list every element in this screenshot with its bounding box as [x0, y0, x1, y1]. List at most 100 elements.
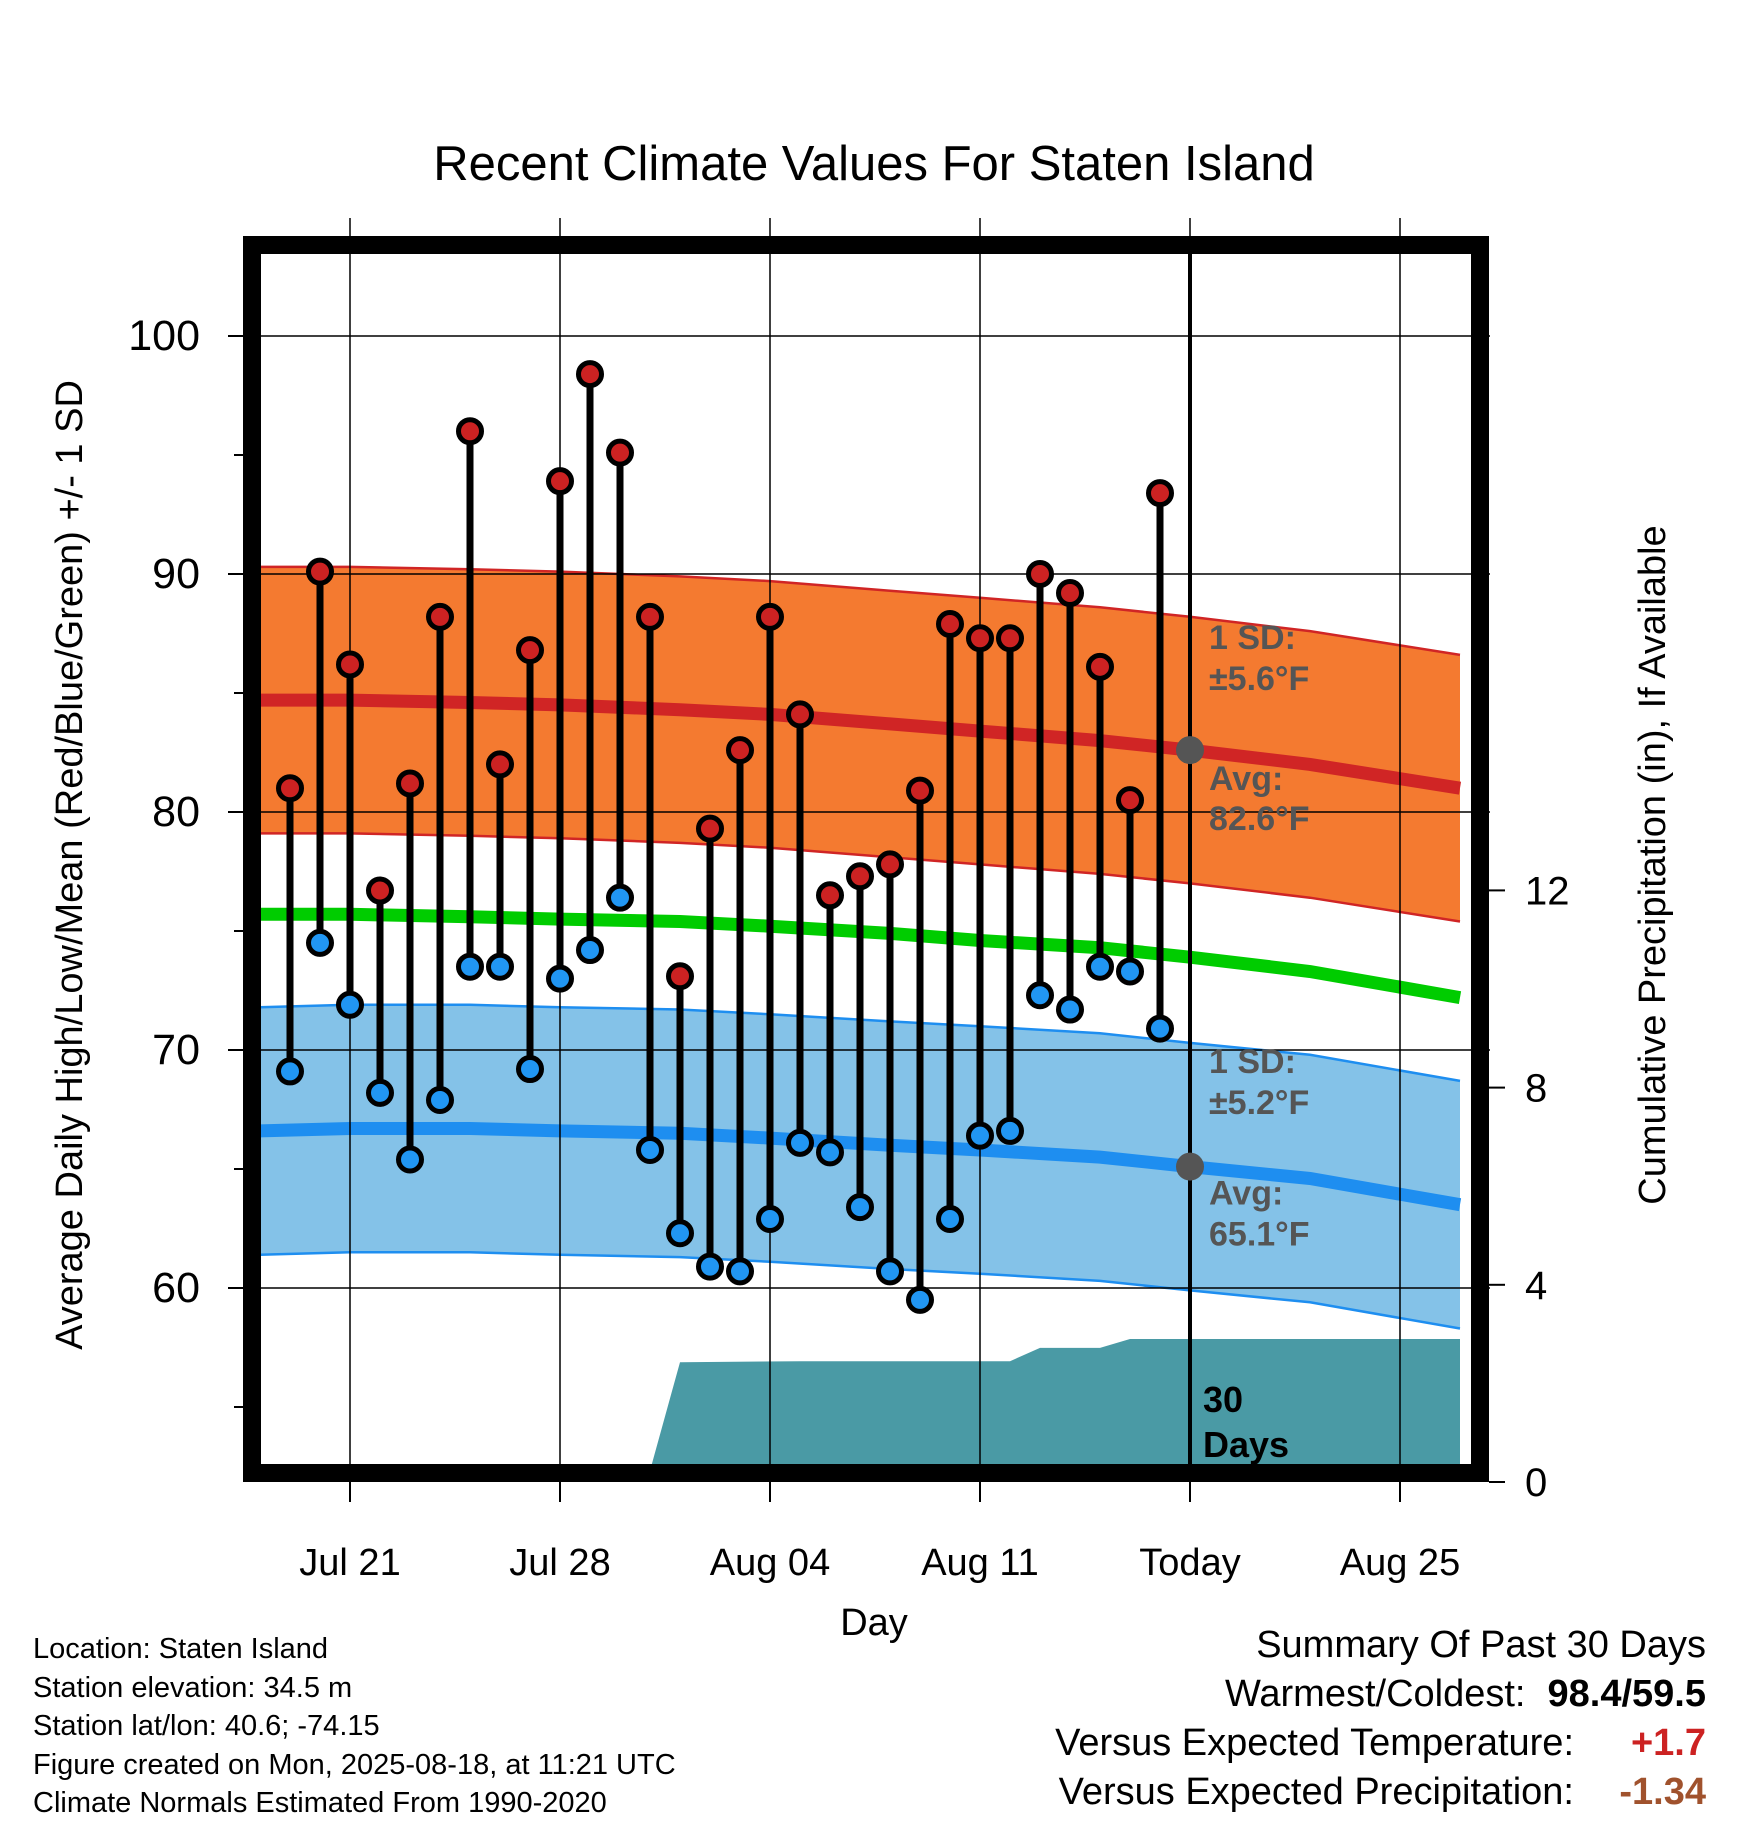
low-avg-label: Avg:: [1209, 1175, 1283, 1213]
days-label-number: 30: [1203, 1379, 1243, 1420]
observed-high-point: [906, 776, 934, 805]
axes: 60 70 80 90 100 0 4 8 12 Jul 21 Jul 28 Aug 04 Aug 11…: [128, 312, 1569, 1584]
y2-tick-label: 8: [1525, 1067, 1547, 1111]
y-tick-label: 70: [152, 1026, 200, 1074]
observed-low-point: [486, 952, 514, 981]
observed-low-point: [726, 1257, 754, 1286]
summary-panel: Summary Of Past 30 Days Warmest/Coldest:…: [1055, 1621, 1706, 1817]
high-avg-label: Avg:: [1209, 760, 1283, 798]
temp-anomaly-value: +1.7: [1630, 1722, 1706, 1764]
x-tick-label: Aug 25: [1340, 1542, 1460, 1584]
y-tick-label: 90: [152, 550, 200, 598]
observed-high-point: [426, 602, 454, 631]
observed-low-point: [846, 1193, 874, 1222]
x-tick-label: Today: [1139, 1542, 1240, 1584]
observed-low-point: [396, 1145, 424, 1174]
info-latlon: Station lat/lon: 40.6; -74.15: [33, 1710, 380, 1742]
observed-high-point: [816, 881, 844, 910]
observed-high-point: [456, 417, 484, 446]
plot-border: [243, 236, 1489, 1482]
days-label-text: Days: [1203, 1424, 1289, 1465]
observed-high-point: [1116, 786, 1144, 815]
observed-high-point: [516, 636, 544, 665]
observed-low-point: [516, 1055, 544, 1084]
low-avg-value: 65.1°F: [1209, 1216, 1310, 1254]
y-axis-label: Average Daily High/Low/Mean (Red/Blue/Gr…: [49, 380, 91, 1350]
observed-high-point: [1086, 652, 1114, 681]
observed-temperatures: [276, 360, 1174, 1314]
summary-temp-row: Versus Expected Temperature: +1.7: [1055, 1719, 1706, 1768]
observed-low-point: [696, 1252, 724, 1281]
observed-low-point: [906, 1285, 934, 1314]
observed-high-point: [366, 876, 394, 905]
today-line: [1176, 245, 1204, 1473]
observed-high-point: [786, 700, 814, 729]
observed-low-point: [816, 1138, 844, 1167]
observed-high-point: [996, 624, 1024, 653]
temp-label: Versus Expected Temperature:: [1055, 1722, 1574, 1764]
y2-tick-label: 12: [1525, 869, 1570, 913]
observed-low-point: [756, 1204, 784, 1233]
observed-low-point: [996, 1116, 1024, 1145]
observed-high-point: [846, 862, 874, 891]
observed-low-point: [636, 1135, 664, 1164]
info-created: Figure created on Mon, 2025-08-18, at 11…: [33, 1748, 676, 1781]
observed-low-point: [966, 1121, 994, 1150]
observed-high-point: [876, 850, 904, 879]
observed-high-point: [396, 769, 424, 798]
cumulative-precipitation-fill: [260, 1339, 1460, 1482]
observed-low-point: [426, 1085, 454, 1114]
x-tick-label: Aug 11: [921, 1542, 1039, 1584]
observed-high-point: [636, 602, 664, 631]
today-high-avg-dot: [1176, 736, 1204, 765]
summary-warm-cold-row: Warmest/Coldest: 98.4/59.5: [1055, 1670, 1706, 1719]
observed-low-point: [1146, 1014, 1174, 1043]
observed-low-point: [876, 1257, 904, 1286]
observed-low-point: [1116, 957, 1144, 986]
high-average-line: [260, 693, 1462, 795]
observed-low-point: [1056, 995, 1084, 1024]
observed-high-point: [606, 438, 634, 467]
x-axis-label: Day: [840, 1602, 908, 1644]
observed-low-point: [276, 1057, 304, 1086]
chart-title: Recent Climate Values For Staten Island: [433, 137, 1315, 191]
observed-high-point: [726, 736, 754, 765]
observed-high-point: [276, 774, 304, 803]
observed-high-point: [576, 360, 604, 389]
coldest-value: 59.5: [1632, 1673, 1706, 1715]
info-elevation: Station elevation: 34.5 m: [33, 1671, 353, 1704]
precip-anomaly-value: -1.34: [1619, 1771, 1706, 1813]
annotations: 1 SD: ±5.6°F Avg: 82.6°F 1 SD: ±5.2°F Av…: [1203, 619, 1310, 1465]
today-low-avg-dot: [1176, 1152, 1204, 1181]
x-tick-label: Jul 21: [299, 1542, 400, 1584]
station-info: Location: Staten Island Station elevatio…: [33, 1630, 676, 1823]
low-sd-lower-edge: [259, 1251, 1461, 1330]
observed-low-point: [786, 1128, 814, 1157]
y2-tick-label: 0: [1525, 1461, 1547, 1505]
observed-high-point: [546, 467, 574, 496]
warmest-value: 98.4: [1547, 1673, 1622, 1715]
precip-area: [260, 1339, 1460, 1482]
observed-low-point: [936, 1204, 964, 1233]
y-tick-label: 60: [152, 1264, 200, 1312]
x-tick-label: Aug 04: [710, 1542, 830, 1584]
precip-label: Versus Expected Precipitation:: [1058, 1771, 1574, 1813]
high-sd-value: ±5.6°F: [1209, 660, 1309, 698]
summary-precip-row: Versus Expected Precipitation: -1.34: [1055, 1768, 1706, 1817]
warm-cold-label: Warmest/Coldest:: [1224, 1673, 1526, 1715]
observed-low-point: [306, 928, 334, 957]
observed-low-point: [1086, 952, 1114, 981]
high-sd-label: 1 SD:: [1209, 619, 1296, 657]
y2-axis-label: Cumulative Precipitation (in), If Availa…: [1632, 525, 1674, 1204]
warm-cold-value: 98.4/59.5: [1547, 1673, 1707, 1715]
observed-high-point: [1146, 479, 1174, 508]
low-sd-label: 1 SD:: [1209, 1043, 1296, 1081]
observed-low-point: [576, 936, 604, 965]
observed-high-point: [1056, 579, 1084, 608]
observed-low-point: [456, 952, 484, 981]
observed-low-point: [666, 1219, 694, 1248]
observed-high-point: [306, 557, 334, 586]
observed-high-point: [486, 750, 514, 779]
observed-high-point: [666, 962, 694, 991]
